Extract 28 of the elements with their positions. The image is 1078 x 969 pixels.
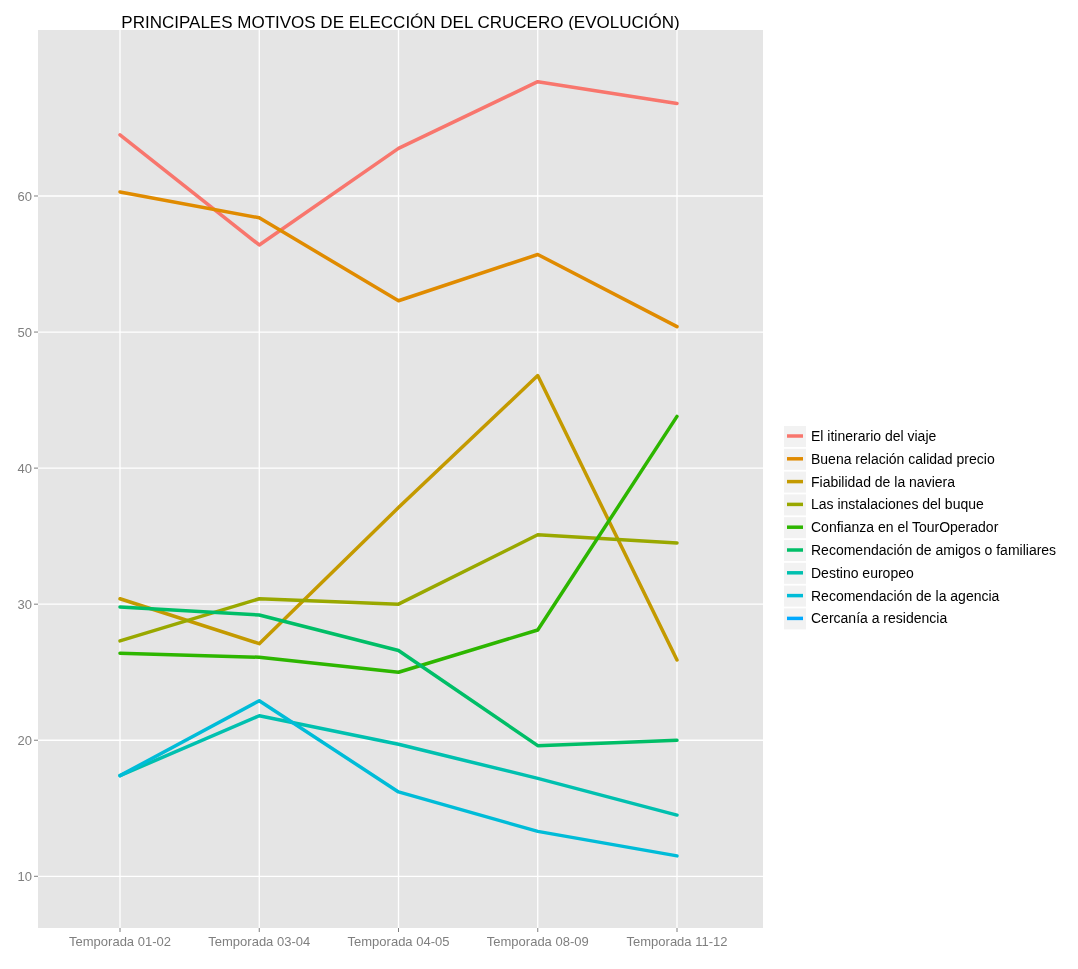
y-tick-label: 20 — [17, 732, 32, 748]
y-tick-label: 40 — [17, 460, 32, 476]
legend-label: Recomendación de la agencia — [811, 587, 1000, 604]
line-series — [118, 699, 679, 858]
y-tick-label: 60 — [17, 188, 32, 204]
y-tick-label: 50 — [17, 324, 32, 340]
line-series — [118, 533, 679, 643]
x-tick-label: Temporada 08-09 — [486, 934, 589, 949]
line-series — [118, 414, 679, 674]
legend-label: Fiabilidad de la naviera — [811, 473, 956, 490]
legend-label: Recomendación de amigos o familiares — [811, 541, 1057, 558]
line-series — [118, 79, 679, 247]
chart-title: PRINCIPALES MOTIVOS DE ELECCIÓN DEL CRUCERO (EVOLUCIÓN) — [121, 13, 680, 32]
x-tick-label: Temporada 01-02 — [69, 934, 171, 949]
legend-label: Confianza en el TourOperador — [811, 519, 999, 536]
legend-label: Las instalaciones del buque — [811, 496, 985, 513]
x-tick-label: Temporada 11-12 — [626, 934, 728, 949]
legend-label: Buena relación calidad precio — [811, 450, 995, 467]
line-series — [118, 605, 679, 748]
line-series — [118, 190, 679, 329]
y-tick-label: 30 — [17, 596, 32, 612]
x-tick-label: Temporada 04-05 — [347, 934, 450, 949]
y-tick-label: 10 — [17, 868, 32, 884]
legend-label: Cercanía a residencia — [811, 610, 948, 627]
line-series — [118, 373, 679, 662]
legend-label: Destino europeo — [811, 564, 914, 581]
x-tick-label: Temporada 03-04 — [208, 934, 311, 949]
legend-label: El itinerario del viaje — [811, 427, 937, 444]
